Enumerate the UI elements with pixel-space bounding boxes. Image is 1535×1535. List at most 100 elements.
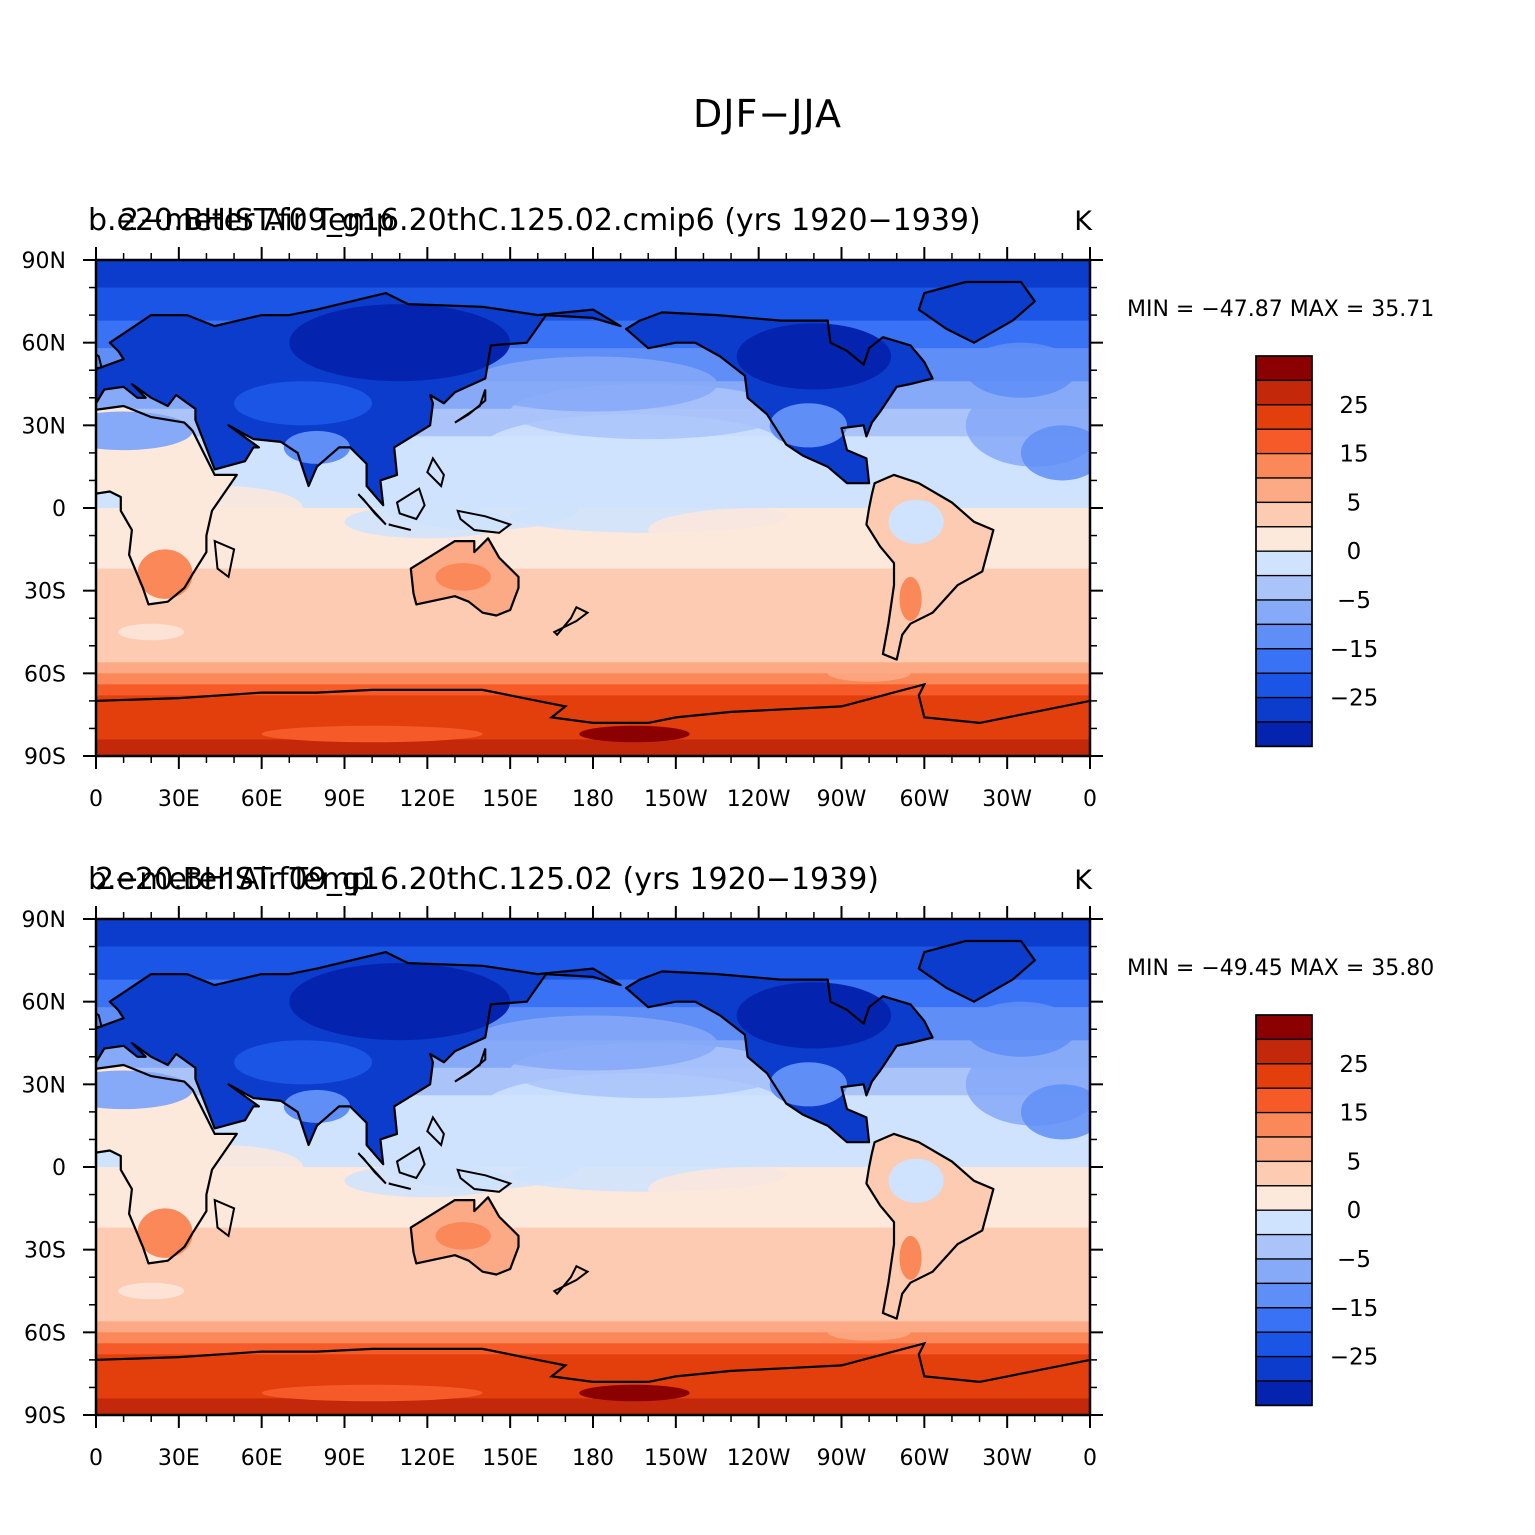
x-tick-label: 120E <box>399 1446 455 1471</box>
field-band <box>96 1398 1090 1415</box>
colorbar-label: −15 <box>1330 1296 1379 1322</box>
x-tick-label: 30W <box>982 1446 1032 1471</box>
colorbar-label: −25 <box>1330 1345 1379 1371</box>
field-band <box>96 260 1090 289</box>
field-patch <box>137 549 193 599</box>
field-patch <box>344 1164 511 1198</box>
field-patch <box>827 1324 911 1341</box>
x-tick-label: 0 <box>89 1446 103 1471</box>
colorbar-segment <box>1255 623 1313 650</box>
field-patch <box>899 576 922 621</box>
field-patch <box>899 1235 922 1280</box>
field-land-greenland <box>918 941 1035 1002</box>
field-patch <box>468 356 718 412</box>
colorbar-frame <box>1255 1014 1313 1407</box>
coastline-eurasia <box>96 951 622 1166</box>
coastline-island <box>213 1198 236 1238</box>
field-patch <box>648 508 870 553</box>
field-land-namerica <box>626 312 933 484</box>
main-title: DJF−JJA <box>693 92 842 136</box>
panel-min-max: MIN = −47.87 MAX = 35.71 <box>1127 297 1434 322</box>
coastline-island <box>388 1182 412 1190</box>
colorbar-segment <box>1255 550 1313 577</box>
colorbar-segment <box>1255 1258 1313 1285</box>
y-tick-label: 0 <box>52 497 66 522</box>
map-panel-1: 0 30E 60E 90E 120E 150E 180 150W 120W 90W 60W 30W 09… <box>22 203 1435 812</box>
field-patch <box>888 499 944 544</box>
field-patch <box>634 452 828 508</box>
colorbar-segment <box>1255 355 1313 382</box>
coastline-australia <box>409 1196 520 1276</box>
colorbar-segment <box>1255 1282 1313 1309</box>
field-siberia-core <box>289 963 511 1041</box>
colorbar-segment <box>1255 599 1313 626</box>
x-tick-label: 150W <box>644 1446 708 1471</box>
x-tick-label: 150W <box>644 787 708 812</box>
x-tick-label: 180 <box>572 1446 614 1471</box>
coastline-island <box>96 353 103 370</box>
field-patch <box>579 1384 690 1402</box>
y-tick-label: 90N <box>22 908 66 933</box>
x-tick-label: 0 <box>89 787 103 812</box>
x-tick-label: 60W <box>899 1446 949 1471</box>
y-tick-label: 30N <box>22 1073 66 1098</box>
y-tick-label: 60N <box>22 332 66 357</box>
field-patch <box>96 1070 193 1110</box>
field-patch <box>634 1111 828 1167</box>
coastline-island <box>395 1146 426 1180</box>
temperature-field <box>96 260 1090 756</box>
field-patch <box>234 1040 373 1085</box>
x-tick-label: 120E <box>399 787 455 812</box>
coastline-greenland <box>917 280 1036 344</box>
colorbar-segment <box>1255 1038 1313 1065</box>
coastline-island <box>426 1115 445 1147</box>
colorbar-segment <box>1255 721 1313 748</box>
field-band <box>96 662 1090 674</box>
colorbar-frame <box>1255 355 1313 748</box>
coastline-africa <box>96 404 238 606</box>
field-patch <box>261 1384 483 1402</box>
colorbar-segment <box>1255 1355 1313 1382</box>
colorbar-segment <box>1255 574 1313 601</box>
field-patch <box>1020 425 1090 481</box>
field-land-greenland <box>918 282 1035 343</box>
colorbar-segment <box>1255 696 1313 723</box>
coastline-australia <box>409 537 520 617</box>
field-patch <box>118 1282 185 1300</box>
colorbar-segment <box>1255 1014 1313 1041</box>
x-tick-label: 90W <box>817 787 867 812</box>
field-patch <box>435 1222 491 1250</box>
colorbar-segment <box>1255 1185 1313 1211</box>
field-patch <box>468 1015 718 1071</box>
panel-case-title: b.e20.BHIST.f09_g16.20thC.125.02.cmip6 (… <box>88 203 981 238</box>
field-patch <box>435 563 491 591</box>
y-tick-label: 60N <box>22 991 66 1016</box>
coastline-island <box>357 493 387 526</box>
x-tick-label: 60E <box>241 787 283 812</box>
field-patch <box>888 1158 944 1203</box>
colorbar-label: −15 <box>1330 637 1379 663</box>
colorbar-label: 25 <box>1339 393 1368 419</box>
colorbar-segment <box>1255 1233 1313 1260</box>
coastline-antarctica <box>96 682 1090 725</box>
temperature-field <box>96 919 1090 1415</box>
x-tick-label: 60E <box>241 1446 283 1471</box>
map-panel-2: 0 30E 60E 90E 120E 150E 180 150W 120W 90W 60W 30W 09… <box>22 862 1435 1471</box>
coastline-island <box>426 456 445 488</box>
x-tick-label: 120W <box>727 1446 791 1471</box>
field-patch <box>234 381 373 426</box>
field-patch <box>579 725 690 743</box>
colorbar-segment <box>1255 501 1313 528</box>
field-band <box>96 1321 1090 1333</box>
colorbar-segment <box>1255 1307 1313 1333</box>
coastline-n-america <box>625 311 934 485</box>
coastline-island <box>388 523 412 531</box>
coastline-antarctica <box>96 1341 1090 1384</box>
colorbar-segment <box>1255 428 1313 455</box>
field-patch <box>344 505 511 539</box>
field-patch <box>769 1062 848 1107</box>
panel-min-max: MIN = −49.45 MAX = 35.80 <box>1127 956 1434 981</box>
colorbar-label: 15 <box>1339 1101 1368 1127</box>
y-tick-label: 90S <box>24 745 66 770</box>
colorbar-segment <box>1255 1111 1313 1138</box>
